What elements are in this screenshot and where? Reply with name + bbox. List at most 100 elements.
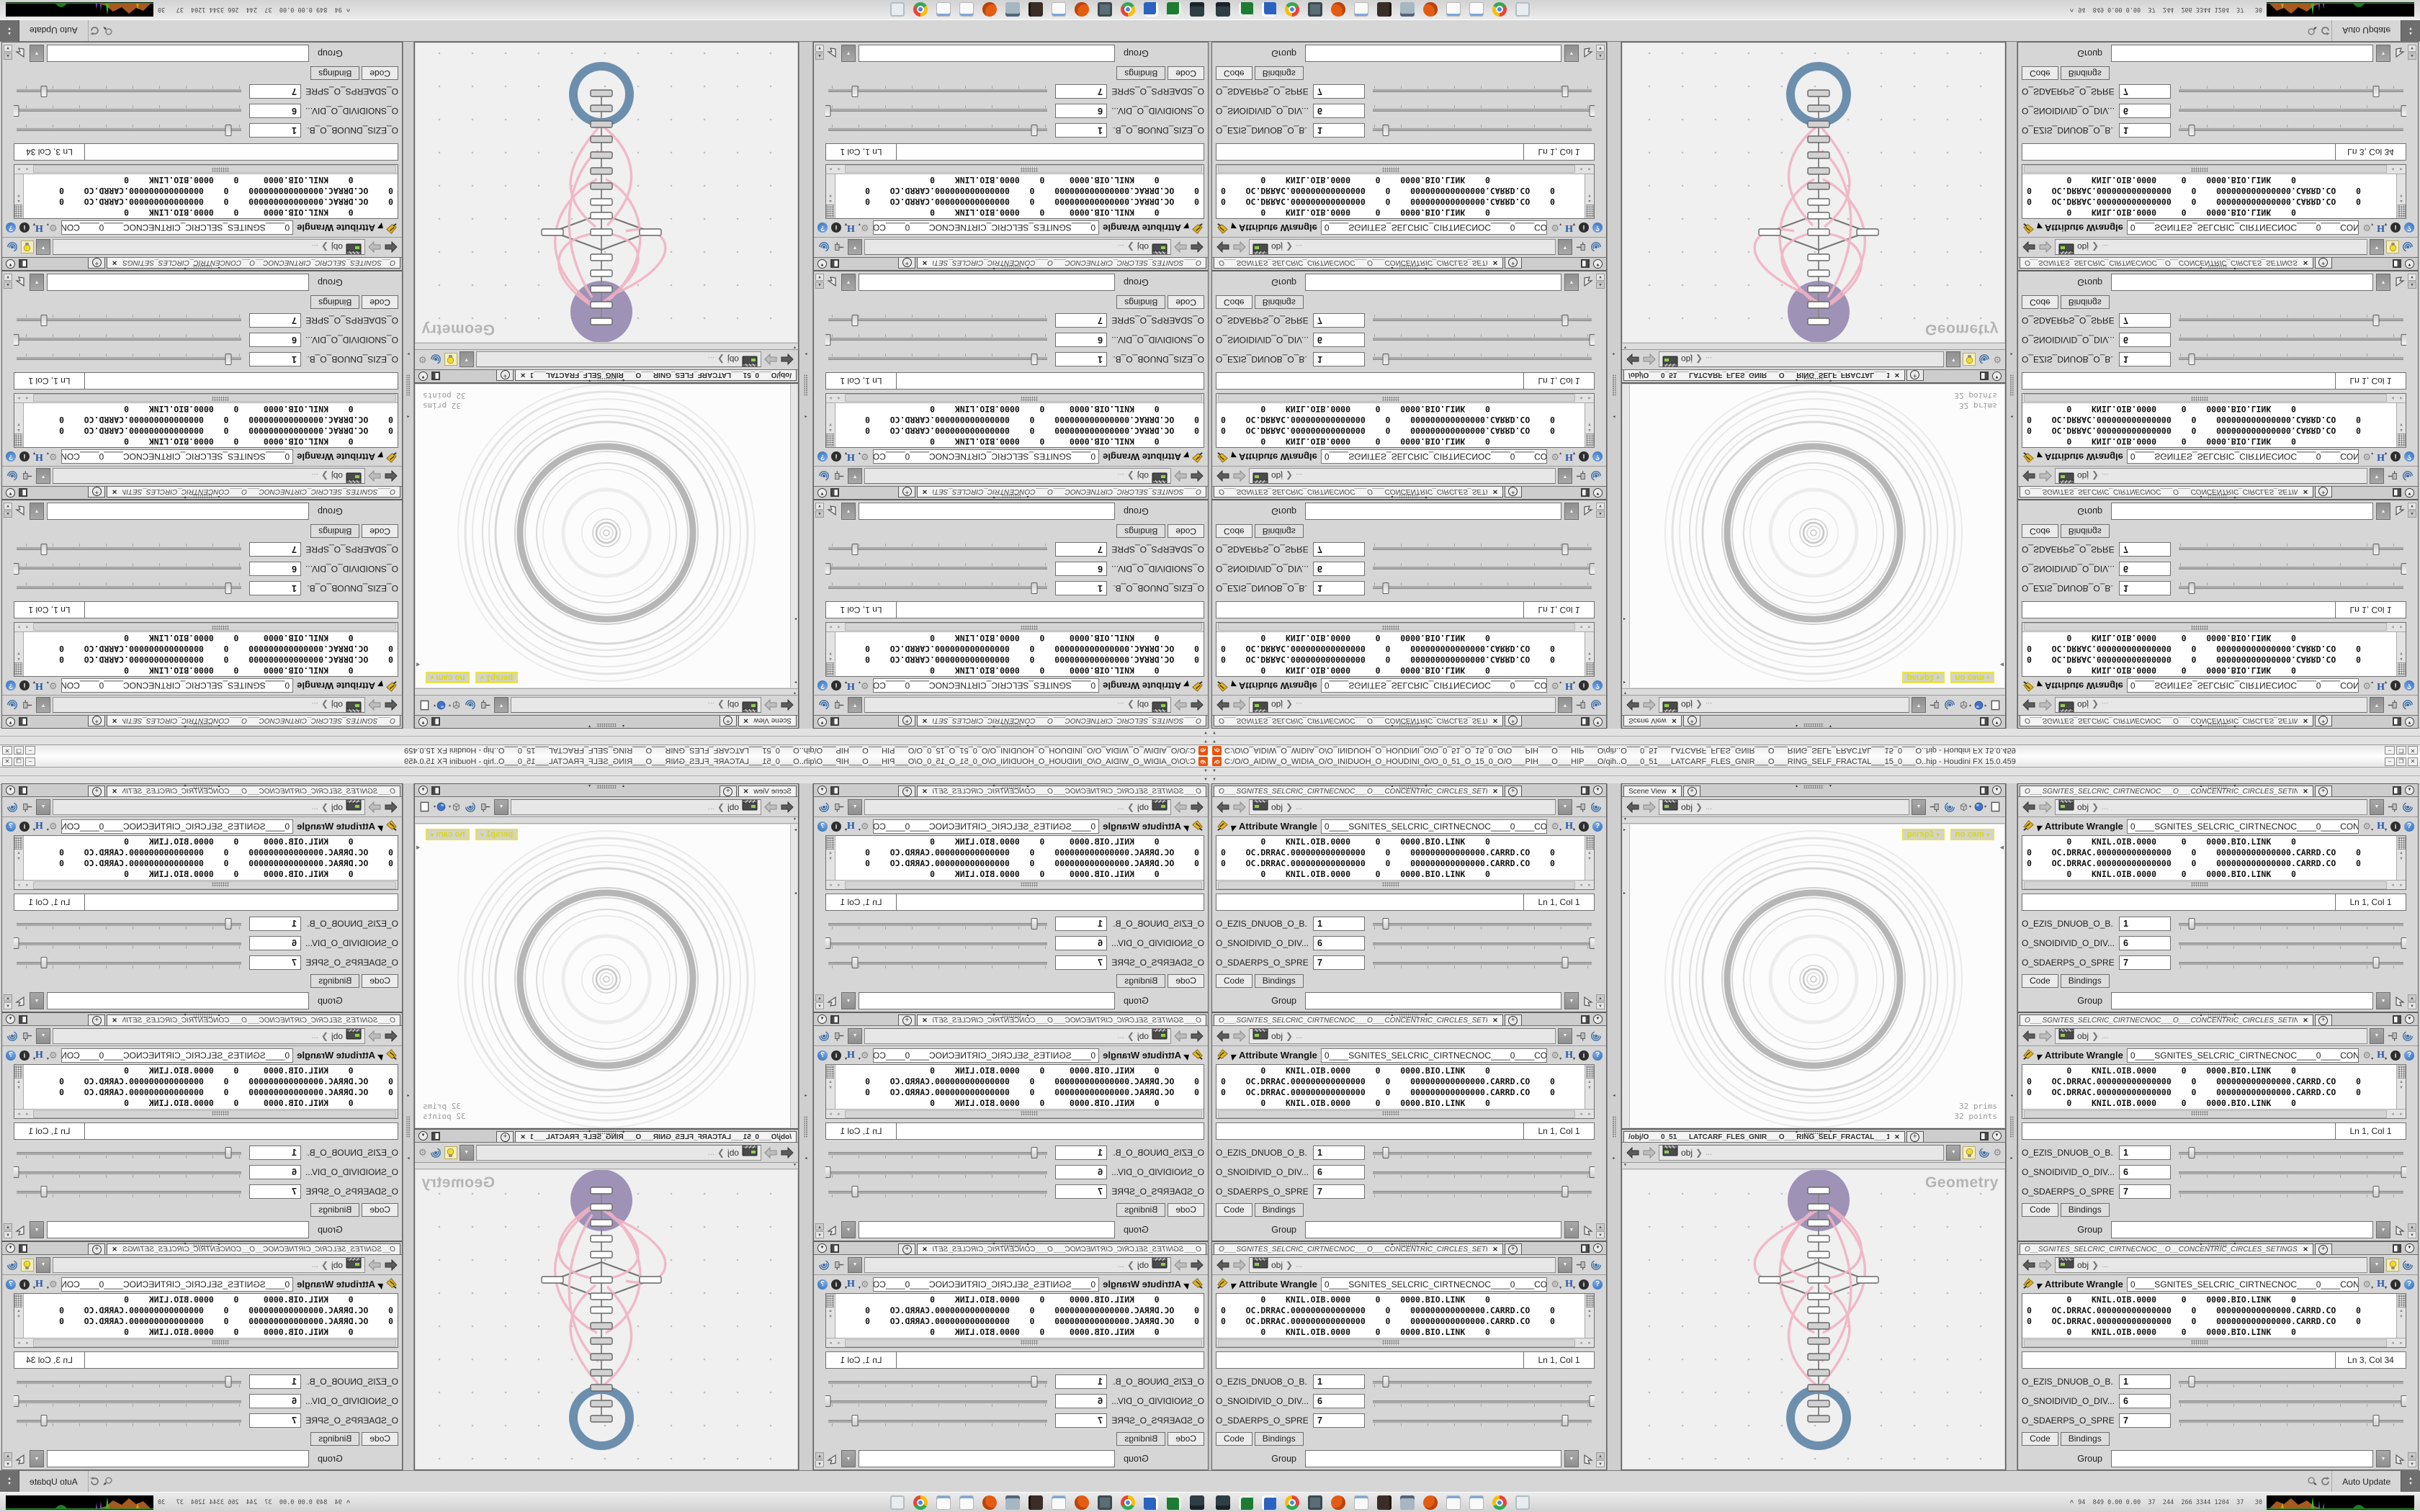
hscript-icon[interactable]: H▾ [2377,1049,2387,1061]
pane-menu-icon[interactable]: ▼ [1992,786,2002,795]
param-slider[interactable] [2176,1164,2406,1180]
new-tab-button[interactable]: + [1683,716,1701,726]
slider-handle[interactable] [1382,582,1389,595]
pane-split-icon[interactable] [830,717,839,726]
param-slider[interactable] [1370,955,1595,971]
tab-bindings[interactable]: Bindings [310,524,360,538]
group-field[interactable] [859,1450,1115,1467]
slider-handle[interactable] [1589,1395,1595,1407]
title-bar[interactable]: C:/O/O_AIDIW_O_WIDIA_O/O_INIDUOH_O_HOUDI… [0,756,1210,768]
new-tab-button[interactable]: + [1504,1243,1522,1254]
snippet-field[interactable] [1216,1122,1524,1140]
param-slider[interactable] [14,1184,244,1200]
node-name-field[interactable]: 0____SGNITES_SELCRIC_CIRTNECNOC____0____… [1320,220,1548,235]
gear-icon[interactable]: ⚙ [418,354,427,366]
close-icon[interactable]: ✕ [520,1133,526,1140]
node-name-field[interactable]: 0____SGNITES_SELCRIC_CIRTNECNOC____0____… [2126,220,2360,235]
monitor-icon[interactable] [1216,1495,1230,1510]
slider-handle[interactable] [225,354,232,366]
radial-menu-icon[interactable] [817,1259,830,1272]
forward-icon[interactable] [1173,699,1188,711]
close-icon[interactable]: ✕ [1671,717,1677,725]
forward-icon[interactable] [763,801,778,813]
snippet-field[interactable] [1216,601,1524,618]
code-hscrollbar[interactable]: ◂ ▸ [826,394,1204,403]
slider-handle[interactable] [1589,563,1595,575]
param-slider[interactable] [825,1413,1050,1428]
radial-menu-icon[interactable] [6,801,19,814]
param-value-field[interactable]: 6 [1055,562,1107,577]
help-icon[interactable]: ? [2404,821,2414,832]
code-hscrollbar[interactable]: ◂ ▸ [1216,394,1594,403]
group-field[interactable] [2111,1450,2373,1467]
close-icon[interactable]: ✕ [1492,488,1498,496]
param-slider[interactable] [14,333,244,348]
group-field[interactable] [2111,503,2373,520]
slider-handle[interactable] [2188,582,2195,595]
pane-split-icon[interactable] [830,488,839,498]
cube-view-icon[interactable]: ▾ [1958,801,1971,814]
select-arrow-icon[interactable] [1582,1223,1595,1236]
node-name-field[interactable]: 0____SGNITES_SELCRIC_CIRTNECNOC____0____… [2126,678,2360,693]
wrangle-node-icon[interactable]: ▾ [1216,220,1235,237]
auto-update-selector[interactable]: Auto Update [19,1471,89,1492]
slider-handle[interactable] [2372,1414,2380,1426]
pane-split-icon[interactable] [19,488,27,498]
display-icon[interactable] [1308,1495,1322,1510]
scene-viewport[interactable]: ▸ ▸ persp1 ▾ no cam ▾ ◀ [1623,384,2004,688]
path-field[interactable]: obj ❯ ... [1249,697,1556,714]
group-dropdown[interactable]: ▼ [841,274,856,291]
info-icon[interactable]: i [2390,680,2401,691]
param-value-field[interactable]: 1 [2119,1374,2171,1389]
bulb-icon[interactable] [1963,1146,1976,1159]
path-context[interactable]: obj [727,1147,739,1158]
node-name-field[interactable]: 0____SGNITES_SELCRIC_CIRTNECNOC____0____… [60,819,294,834]
wrangle-node-icon[interactable]: ▾ [1185,678,1204,695]
pane-splitter-grip[interactable]: ▲ ▼ [2199,1242,2237,1246]
path-dropdown[interactable]: ▼ [848,1256,862,1273]
radial-menu-icon[interactable] [464,801,477,814]
back-icon[interactable] [384,1030,398,1042]
group-field[interactable] [2111,992,2373,1009]
node-name-field[interactable]: 0____SGNITES_SELCRIC_CIRTNECNOC____0____… [2126,449,2360,464]
slider-handle[interactable] [1589,334,1595,346]
param-value-field[interactable]: 1 [1055,1374,1107,1389]
close-icon[interactable]: ✕ [112,1245,117,1253]
param-value-field[interactable]: 7 [249,84,301,99]
group-dropdown[interactable]: ▼ [1564,503,1579,520]
path-dropdown[interactable]: ▼ [494,697,508,714]
new-tab-button[interactable]: + [88,1243,106,1254]
new-tab-button[interactable]: + [2314,258,2332,269]
vertical-splitter[interactable]: ◂ ▸ [2006,42,2017,729]
close-icon[interactable]: ✕ [2303,259,2308,267]
tab-bindings[interactable]: Bindings [1116,1432,1166,1446]
new-tab-button[interactable]: + [88,786,106,796]
snippet-field[interactable] [896,1122,1204,1140]
radial-menu-icon[interactable] [2401,1259,2414,1272]
param-slider[interactable] [14,352,244,368]
refresh-icon[interactable] [2318,1475,2331,1488]
path-dropdown[interactable]: ▼ [1558,239,1572,256]
back-icon[interactable] [1190,241,1204,253]
code-vscrollbar[interactable]: ▲ ▼ [1585,174,1594,218]
slider-handle[interactable] [851,86,859,98]
param-value-field[interactable]: 1 [1313,123,1365,138]
param-value-field[interactable]: 7 [1313,955,1365,970]
path-field[interactable]: obj ❯ ... [53,468,365,485]
wrangle-node-icon[interactable]: ▾ [1185,1047,1204,1064]
forward-icon[interactable] [367,1030,382,1042]
save-floppy-icon[interactable] [1262,2,1276,17]
path-dropdown[interactable]: ▼ [494,798,508,815]
group-dropdown[interactable]: ▼ [2376,503,2390,520]
cube-view-icon[interactable]: ▾ [1958,699,1971,712]
path-dropdown[interactable]: ▼ [848,239,862,256]
path-field[interactable]: obj ❯ ... [53,798,365,815]
node-name-field[interactable]: 0____SGNITES_SELCRIC_CIRTNECNOC____0____… [872,1048,1100,1063]
chrome-icon[interactable] [913,1495,928,1510]
close-icon[interactable]: ✕ [743,717,749,725]
code-vscrollbar[interactable]: ▲ ▼ [14,174,24,218]
bulb-icon[interactable] [21,1258,34,1272]
pane-menu-icon[interactable]: ▼ [2405,717,2414,726]
